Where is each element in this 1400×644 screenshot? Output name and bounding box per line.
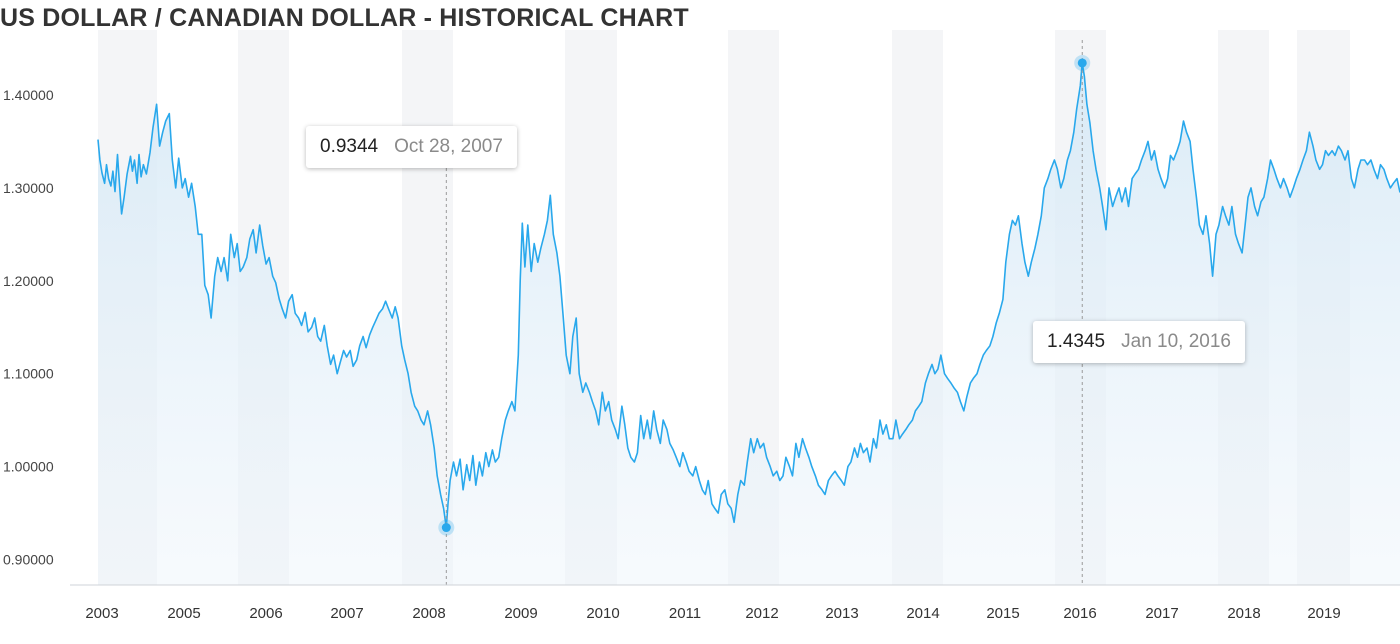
line-layer	[97, 62, 1400, 529]
series-line	[97, 62, 1400, 529]
x-tick-label: 2014	[906, 605, 939, 622]
x-tick-label: 2012	[745, 605, 778, 622]
y-tick-label: 1.20000	[3, 273, 54, 289]
high-point-tooltip: 1.4345 Jan 10, 2016	[1033, 321, 1245, 363]
x-tick-label: 2009	[504, 605, 537, 622]
x-tick-label: 2008	[412, 605, 445, 622]
highlight-marker	[441, 523, 451, 533]
high-point-date: Jan 10, 2016	[1121, 331, 1231, 352]
x-tick-label: 2018	[1227, 605, 1260, 622]
x-tick-label: 2019	[1307, 605, 1340, 622]
x-tick-label: 2017	[1145, 605, 1178, 622]
x-tick-label: 2013	[825, 605, 858, 622]
y-tick-label: 1.30000	[3, 180, 54, 196]
x-axis: 2003 2005 2006 2007 2008 2009 2010 2011 2012 2013…	[85, 605, 1340, 622]
x-tick-label: 2006	[249, 605, 282, 622]
x-tick-label: 2016	[1063, 605, 1096, 622]
area-layer	[98, 62, 1400, 585]
y-tick-label: 0.90000	[3, 552, 54, 568]
x-tick-label: 2015	[986, 605, 1019, 622]
low-point-date: Oct 28, 2007	[394, 136, 503, 157]
x-tick-label: 2003	[85, 605, 118, 622]
y-axis: 1.40000 1.30000 1.20000 1.10000 1.00000 0.900…	[3, 87, 54, 568]
x-tick-label: 2010	[586, 605, 619, 622]
highlight-guides	[438, 40, 1091, 585]
y-tick-label: 1.40000	[3, 87, 54, 103]
low-point-tooltip: 0.9344 Oct 28, 2007	[306, 126, 517, 168]
x-tick-label: 2005	[167, 605, 200, 622]
low-point-value: 0.9344	[320, 136, 379, 157]
series-area	[98, 62, 1400, 585]
high-point-value: 1.4345	[1047, 331, 1106, 352]
chart-title: US DOLLAR / CANADIAN DOLLAR - HISTORICAL…	[0, 4, 689, 32]
x-tick-label: 2007	[330, 605, 363, 622]
highlight-marker	[1077, 58, 1087, 68]
y-tick-label: 1.10000	[3, 366, 54, 382]
x-tick-label: 2011	[669, 605, 701, 622]
y-tick-label: 1.00000	[3, 459, 54, 475]
